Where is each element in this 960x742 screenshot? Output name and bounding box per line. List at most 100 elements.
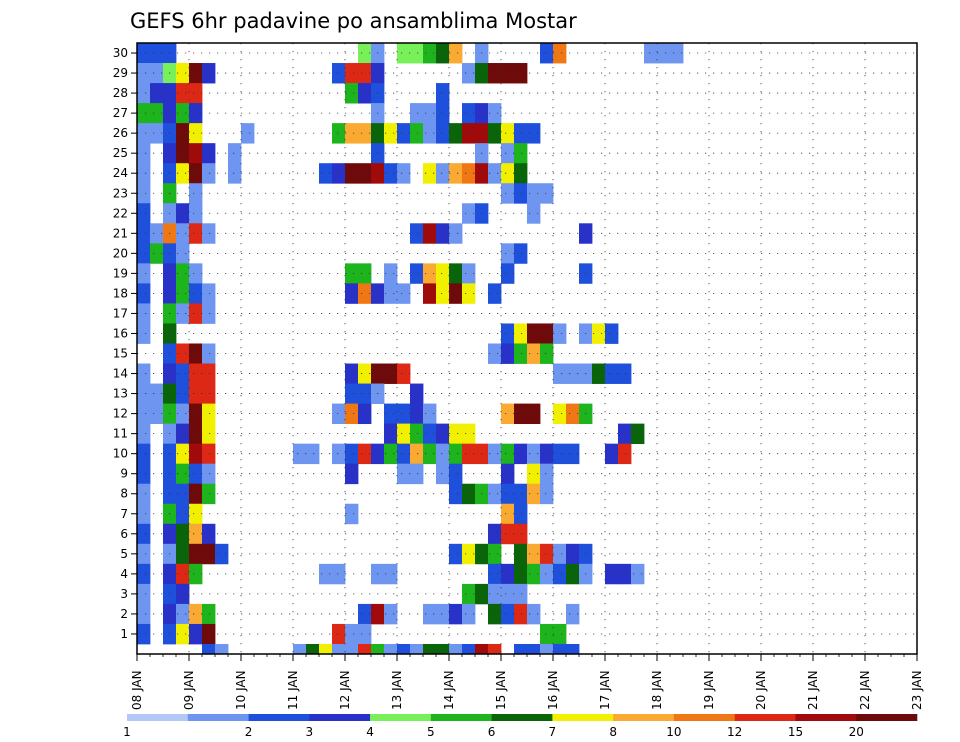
heatmap-cell — [384, 123, 398, 144]
heatmap-cell — [449, 463, 463, 485]
y-tick-label: 30 — [113, 46, 128, 60]
heatmap-cell — [358, 123, 372, 144]
heatmap-cell — [462, 203, 476, 224]
y-tick-label: 11 — [113, 427, 128, 441]
heatmap-cell — [358, 443, 372, 465]
heatmap-cell — [501, 263, 515, 284]
heatmap-cell — [176, 83, 190, 104]
heatmap-cell — [540, 323, 554, 344]
heatmap-cell — [618, 443, 632, 465]
colorbar-label: 10 — [666, 725, 681, 739]
heatmap-cell — [332, 643, 346, 655]
heatmap-cell — [293, 443, 307, 465]
heatmap-cell — [462, 63, 476, 84]
heatmap-cell — [501, 243, 515, 264]
heatmap-cell — [449, 643, 463, 655]
heatmap-cell — [397, 163, 411, 184]
heatmap-cell — [176, 63, 190, 84]
colorbar-swatch — [552, 714, 614, 721]
heatmap-cell — [189, 303, 203, 324]
heatmap-cell — [449, 283, 463, 304]
heatmap-cell — [514, 583, 528, 605]
heatmap-cell — [540, 543, 554, 565]
heatmap-cell — [553, 403, 567, 425]
heatmap-cell — [176, 423, 190, 445]
heatmap-cell — [189, 523, 203, 545]
heatmap-cell — [553, 443, 567, 465]
heatmap-cell — [514, 183, 528, 204]
heatmap-cell — [202, 63, 216, 84]
heatmap-cell — [176, 203, 190, 224]
heatmap-cell — [657, 43, 671, 64]
heatmap-cell — [501, 563, 515, 585]
heatmap-cell — [345, 283, 359, 304]
heatmap-cell — [410, 103, 424, 124]
heatmap-cell — [436, 463, 450, 485]
colorbar-swatch — [248, 714, 310, 721]
heatmap-cell — [384, 423, 398, 445]
heatmap-cell — [618, 563, 632, 585]
heatmap-cell — [488, 103, 502, 124]
x-tick-label: 16 JAN — [546, 670, 560, 710]
heatmap-cell — [176, 283, 190, 304]
heatmap-cell — [332, 443, 346, 465]
heatmap-cell — [384, 163, 398, 184]
heatmap-cell — [189, 383, 203, 404]
heatmap-cell — [501, 583, 515, 605]
y-tick-label: 10 — [113, 447, 128, 461]
heatmap-cell — [384, 563, 398, 585]
x-tick-label: 13 JAN — [390, 670, 404, 710]
heatmap-cell — [150, 403, 164, 425]
x-tick-label: 12 JAN — [338, 670, 352, 710]
heatmap-cell — [189, 403, 203, 425]
heatmap-cell — [501, 323, 515, 344]
heatmap-cell — [423, 103, 437, 124]
x-tick-label: 14 JAN — [442, 670, 456, 710]
heatmap-cell — [631, 423, 645, 445]
colorbar: 1 2 3 4 5 6 7 8 10 12 15 20 — [123, 714, 918, 739]
heatmap-cell — [410, 123, 424, 144]
heatmap-cell — [215, 543, 229, 565]
heatmap-cell — [176, 303, 190, 324]
heatmap-cell — [436, 263, 450, 284]
heatmap-cell — [176, 403, 190, 425]
heatmap-cell — [137, 603, 151, 625]
heatmap-cell — [176, 483, 190, 505]
heatmap-cell — [150, 43, 164, 64]
heatmap-cell — [150, 103, 164, 124]
heatmap-cell — [436, 283, 450, 304]
heatmap-cell — [189, 143, 203, 164]
heatmap-cell — [189, 163, 203, 184]
y-tick-label: 1 — [120, 627, 128, 641]
heatmap-cell — [176, 263, 190, 284]
colorbar-swatch — [795, 714, 857, 721]
heatmap-cell — [488, 123, 502, 144]
colorbar-label: 15 — [788, 725, 803, 739]
heatmap-cell — [423, 43, 437, 64]
heatmap-cell — [397, 423, 411, 445]
heatmap-cell — [527, 343, 541, 364]
heatmap-cell — [592, 363, 606, 384]
heatmap-cell — [358, 43, 372, 64]
heatmap-cell — [345, 63, 359, 84]
heatmap-cell — [202, 523, 216, 545]
heatmap-cell — [358, 283, 372, 304]
heatmap-cell — [384, 443, 398, 465]
colorbar-swatch — [127, 714, 189, 721]
y-tick-label: 9 — [120, 467, 128, 481]
heatmap-cell — [137, 143, 151, 164]
x-tick-label: 23 JAN — [910, 670, 924, 710]
heatmap-cell — [514, 643, 528, 655]
heatmap-cell — [566, 443, 580, 465]
heatmap-cell — [514, 483, 528, 505]
heatmap-cell — [137, 63, 151, 84]
heatmap-cell — [553, 323, 567, 344]
heatmap-cell — [449, 43, 463, 64]
x-tick-label: 22 JAN — [858, 670, 872, 710]
heatmap-cell — [566, 603, 580, 625]
heatmap-cell — [332, 123, 346, 144]
heatmap-cell — [553, 543, 567, 565]
heatmap-cell — [527, 183, 541, 204]
heatmap-cell — [137, 43, 151, 64]
